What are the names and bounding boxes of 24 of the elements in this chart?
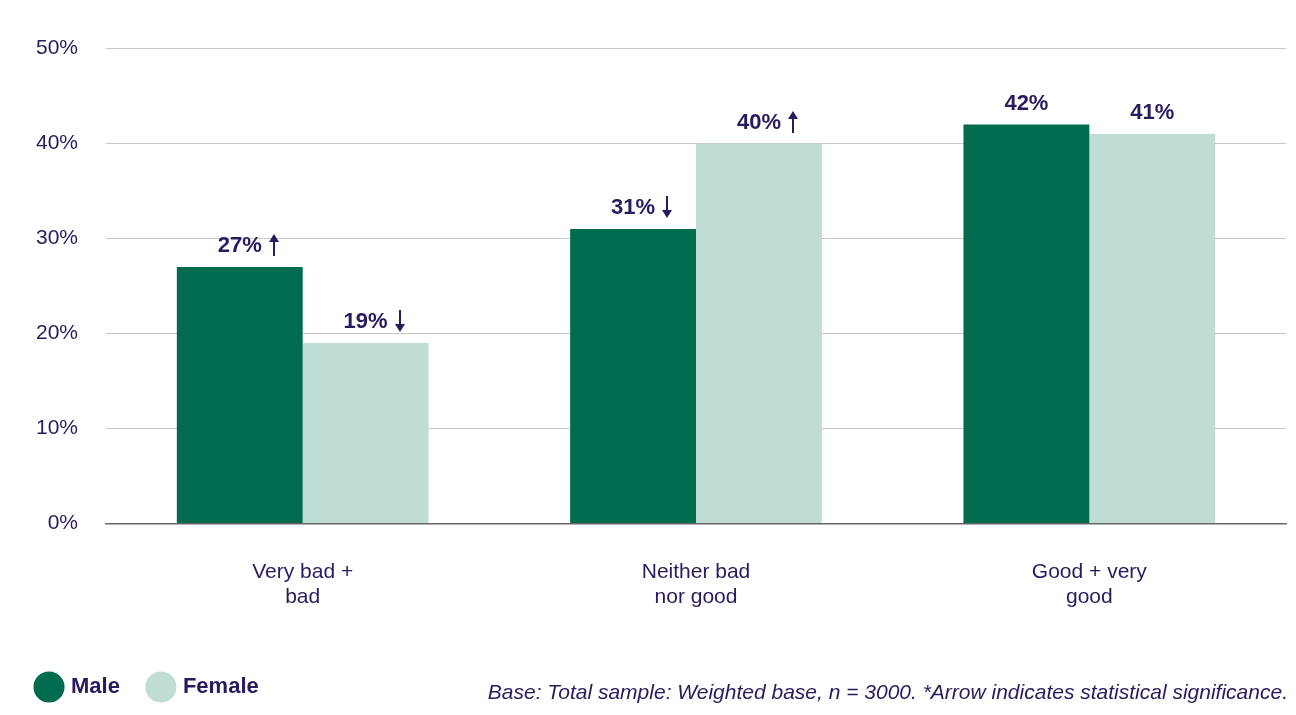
bar xyxy=(302,343,429,524)
text: Base: Total sample: Weighted base, n = 3000. *Arrow indicates statistical significance. xyxy=(487,680,1288,704)
y-tick-label: 40% xyxy=(36,130,79,154)
x-tick-label: Very bad + bad xyxy=(252,559,354,608)
legend-label: Female xyxy=(182,673,259,699)
data-label: 41% xyxy=(1130,99,1175,125)
data-label: 42% xyxy=(1004,89,1049,115)
bar xyxy=(963,124,1090,524)
data-label: 19% xyxy=(343,308,388,334)
legend-label: Male xyxy=(71,673,120,699)
data-label: 27% xyxy=(217,232,262,258)
x-tick-label: Neither bad nor good xyxy=(641,559,751,608)
data-label: 31% xyxy=(611,194,656,220)
bar xyxy=(176,267,303,524)
y-tick-label: 50% xyxy=(36,35,79,59)
bar xyxy=(570,229,697,524)
bar xyxy=(1089,134,1216,524)
bar xyxy=(696,143,822,524)
y-tick-label: 30% xyxy=(36,225,79,249)
x-tick-label: Good + very good xyxy=(1031,559,1148,608)
y-tick-label: 10% xyxy=(36,415,79,439)
data-label: 40% xyxy=(736,108,781,134)
y-tick-label: 20% xyxy=(36,320,79,344)
y-tick-label: 0% xyxy=(47,510,79,534)
